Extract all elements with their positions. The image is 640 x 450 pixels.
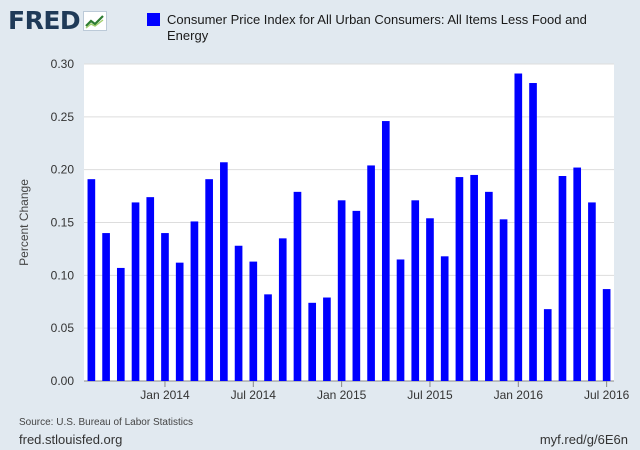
bar [352,210,361,381]
bar [190,221,199,381]
y-axis-label: Percent Change [17,179,31,266]
line-chart-icon [83,10,108,31]
y-tick-label: 0.00 [51,374,75,388]
legend-swatch [147,13,160,26]
bar [396,259,405,381]
bar [234,245,243,381]
bar [116,267,125,381]
bar [514,73,523,381]
bar [440,256,449,381]
bar [367,165,375,381]
y-tick-label: 0.30 [51,57,75,71]
bar [499,219,508,381]
bar [529,83,537,382]
bar [308,302,317,381]
x-tick-label: Jan 2016 [494,388,544,402]
bar [426,218,434,381]
y-tick-label: 0.20 [51,163,75,177]
y-tick-label: 0.25 [51,110,75,124]
fred-logo[interactable]: FRED [8,6,108,35]
bar [131,202,140,381]
legend-series-label: Consumer Price Index for All Urban Consu… [167,12,587,43]
chart-legend: Consumer Price Index for All Urban Consu… [147,12,597,44]
bar [470,174,478,381]
bar [293,191,302,381]
bar [543,309,552,381]
y-tick-label: 0.10 [51,268,75,282]
site-link[interactable]: fred.stlouisfed.org [19,432,123,447]
bar [588,202,596,381]
bar [102,233,110,381]
bar [87,179,96,381]
x-tick-label: Jul 2015 [407,388,453,402]
x-tick-label: Jan 2015 [317,388,367,402]
x-tick-label: Jul 2016 [584,388,630,402]
logo-text: FRED [8,6,81,35]
bar [485,191,493,381]
bar [264,294,272,381]
bar [602,289,611,381]
bar [573,167,582,381]
bar [161,233,169,381]
source-note: Source: U.S. Bureau of Labor Statistics [19,417,193,428]
bar [175,262,184,381]
short-url-link[interactable]: myf.red/g/6E6n [539,432,628,447]
bar [337,200,346,381]
bar [220,162,228,381]
x-tick-label: Jan 2014 [140,388,190,402]
y-tick-label: 0.15 [51,216,75,230]
x-tick-label: Jul 2014 [231,388,277,402]
bar [411,200,420,381]
bar [278,238,287,381]
bar [205,179,213,381]
bar [558,176,567,381]
bar [249,261,258,381]
bar [455,177,464,381]
y-tick-label: 0.05 [51,321,75,335]
bar [146,197,155,381]
bar [323,297,331,381]
bar [381,121,390,381]
